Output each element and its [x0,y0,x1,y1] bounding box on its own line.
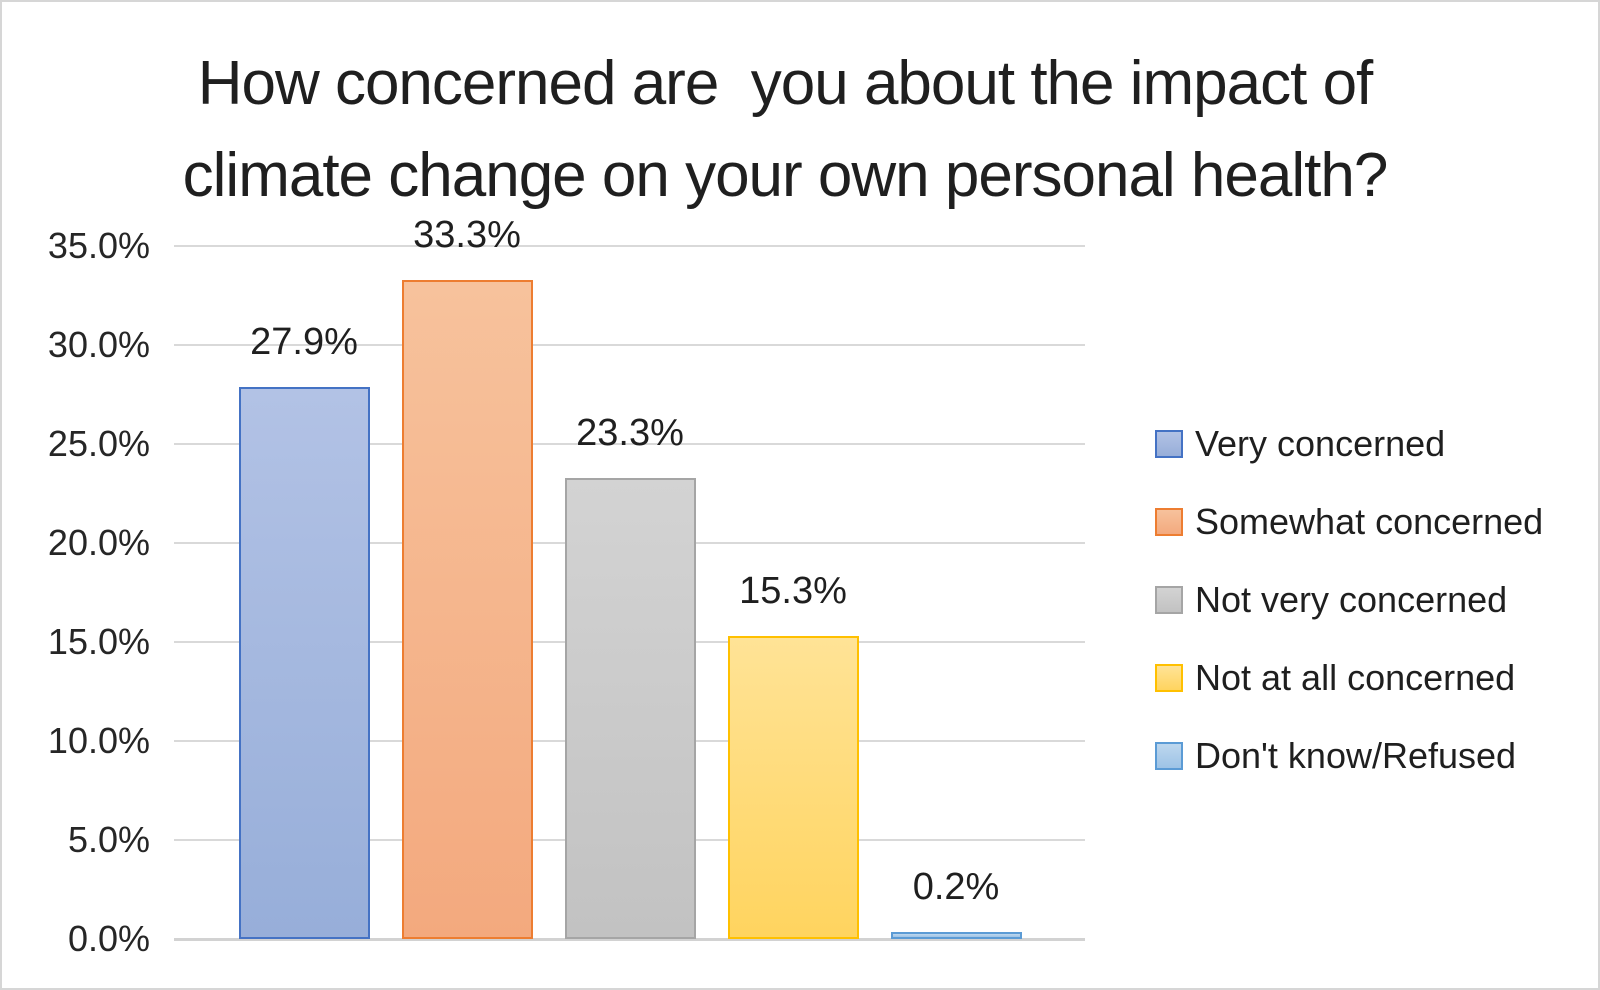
legend-item-not-at-all-concerned: Not at all concerned [1155,660,1515,696]
legend-item-somewhat-concerned: Somewhat concerned [1155,504,1543,540]
legend-item-label: Not very concerned [1195,579,1508,620]
bar-very-concerned [238,387,370,939]
y-gridline [174,245,1085,247]
bar-don-t-know-refused [890,932,1022,939]
bar-not-very-concerned [564,478,696,939]
y-axis-tick-label: 15.0% [47,621,150,662]
y-axis-tick-label: 10.0% [47,720,150,761]
y-axis-tick-label: 20.0% [47,522,150,563]
x-axis-line [174,938,1085,941]
bar-value-label-don-t-know-refused: 0.2% [912,866,1000,908]
bar-value-label-very-concerned: 27.9% [250,321,358,363]
legend-swatch-icon [1155,508,1183,536]
y-axis-tick-label: 0.0% [67,918,150,959]
chart-title: How concerned are you about the impact o… [2,38,1568,222]
y-axis-tick-label: 5.0% [67,819,150,860]
legend-swatch-icon [1155,586,1183,614]
chart-title-line-2: climate change on your own personal heal… [182,141,1389,210]
y-axis-tick-label: 30.0% [47,324,150,365]
y-gridline [174,443,1085,445]
bar-not-at-all-concerned [727,636,859,939]
y-axis-tick-label: 25.0% [47,423,150,464]
bar-value-label-somewhat-concerned: 33.3% [413,214,521,256]
chart-title-line-1: How concerned are you about the impact o… [197,49,1374,118]
legend-item-not-very-concerned: Not very concerned [1155,582,1507,618]
legend-swatch-icon [1155,664,1183,692]
legend-item-very-concerned: Very concerned [1155,426,1445,462]
y-axis-tick-label: 35.0% [47,225,150,266]
legend-swatch-icon [1155,742,1183,770]
y-gridline [174,344,1085,346]
bar-somewhat-concerned [401,280,533,939]
legend-item-label: Don't know/Refused [1195,735,1517,776]
bar-value-label-not-at-all-concerned: 15.3% [739,570,847,612]
legend-item-don-t-know-refused: Don't know/Refused [1155,738,1516,774]
legend-swatch-icon [1155,430,1183,458]
legend-item-label: Not at all concerned [1195,657,1516,698]
legend-item-label: Somewhat concerned [1195,501,1544,542]
legend-item-label: Very concerned [1195,423,1446,464]
bar-value-label-not-very-concerned: 23.3% [576,412,684,454]
